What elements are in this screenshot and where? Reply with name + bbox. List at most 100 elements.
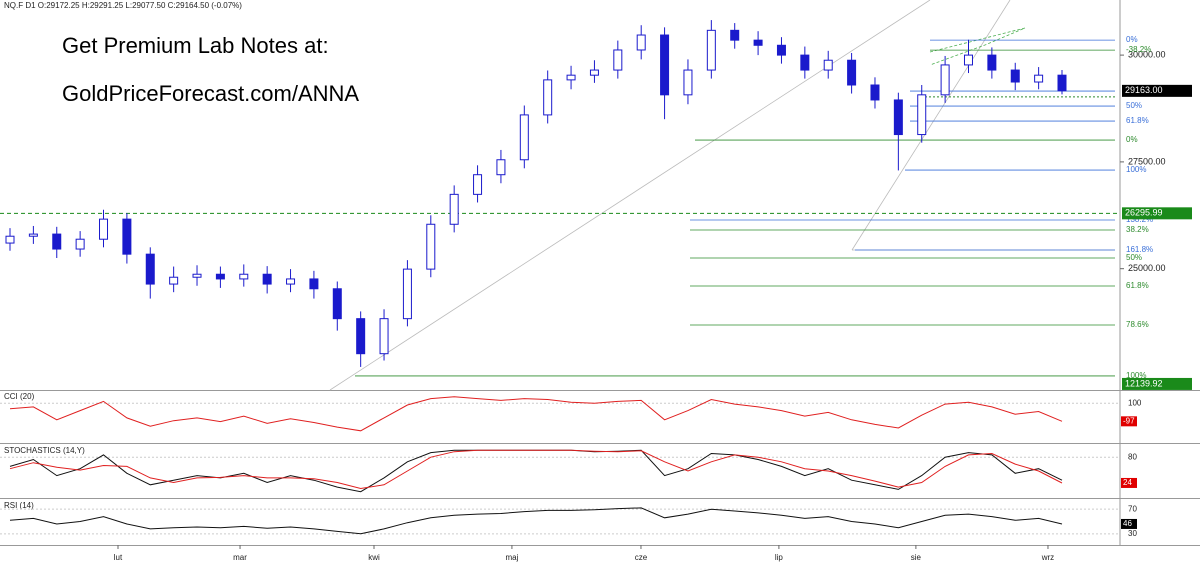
y-tick-label: 30 bbox=[1128, 529, 1137, 538]
candle-body bbox=[963, 54, 973, 66]
candle-body bbox=[1057, 74, 1067, 92]
x-tick-label: cze bbox=[635, 553, 648, 562]
candle-body bbox=[730, 29, 740, 41]
panel-title: STOCHASTICS (14,Y) bbox=[4, 446, 85, 455]
y-tick-label: 30000.00 bbox=[1128, 49, 1166, 59]
candle-body bbox=[847, 59, 857, 86]
candle-body bbox=[426, 223, 436, 270]
candle-body bbox=[1010, 69, 1020, 83]
candle-body bbox=[753, 39, 763, 46]
candle-body bbox=[402, 268, 412, 320]
y-tick-label: 70 bbox=[1128, 504, 1137, 513]
value-tag-label: -97 bbox=[1123, 416, 1135, 425]
y-tick-label: 80 bbox=[1128, 452, 1137, 461]
fib-label: 61.8% bbox=[1126, 116, 1149, 125]
candle-body bbox=[5, 235, 15, 244]
candle-body bbox=[449, 193, 459, 225]
fib-label: 38.2% bbox=[1126, 225, 1149, 234]
y-tick-label: 27500.00 bbox=[1128, 156, 1166, 166]
candle-body bbox=[496, 159, 506, 176]
header: NQ.F D1 O:29172.25 H:29291.25 L:29077.50… bbox=[4, 1, 242, 10]
candle-body bbox=[519, 114, 529, 161]
plot: 25000.00 27500.00 30000.00 lut mar kwi maj cze l… bbox=[0, 20, 1192, 562]
candle-body bbox=[332, 288, 342, 320]
fib-label: 50% bbox=[1126, 253, 1142, 262]
price-tag bbox=[1122, 377, 1192, 390]
candle-body bbox=[356, 318, 366, 355]
candle-body bbox=[52, 233, 62, 250]
candle-body bbox=[776, 44, 786, 56]
candle-body bbox=[122, 218, 132, 255]
indicator-line bbox=[9, 507, 1063, 535]
indicator-line bbox=[9, 396, 1063, 432]
value-tag-label: 24 bbox=[1123, 478, 1132, 487]
fib-label: 50% bbox=[1126, 101, 1142, 110]
triangle-pattern bbox=[929, 27, 1026, 66]
price-tag-label: 12139.92 bbox=[1125, 378, 1163, 388]
candle-body bbox=[286, 278, 296, 285]
x-tick-label: sie bbox=[911, 553, 922, 562]
candle-body bbox=[473, 174, 483, 195]
trendline bbox=[851, 0, 1011, 251]
candle-body bbox=[75, 238, 85, 250]
candle-body bbox=[987, 54, 997, 71]
candle-body bbox=[660, 34, 670, 96]
fib-label: 161.8% bbox=[1126, 245, 1153, 254]
promo-text: Get Premium Lab Notes at: bbox=[62, 33, 329, 58]
candle-body bbox=[566, 74, 576, 81]
promo-text: GoldPriceForecast.com/ANNA bbox=[62, 81, 359, 106]
fib-label: 100% bbox=[1126, 165, 1146, 174]
fib-label: 138.2% bbox=[1126, 215, 1153, 224]
candle-body bbox=[145, 253, 155, 285]
candle-body bbox=[917, 94, 927, 136]
price-tag bbox=[1122, 207, 1192, 220]
fib-label: 61.8% bbox=[1126, 281, 1149, 290]
fib-label: 0% bbox=[1126, 35, 1138, 44]
candle-body bbox=[940, 64, 950, 96]
candle-body bbox=[613, 49, 623, 71]
value-tag bbox=[1121, 518, 1137, 529]
candle-body bbox=[28, 233, 38, 237]
fib-label: 78.6% bbox=[1126, 320, 1149, 329]
price-tag bbox=[1122, 84, 1192, 97]
candle-body bbox=[169, 276, 179, 285]
candle-body bbox=[543, 79, 553, 116]
y-tick-label: 25000.00 bbox=[1128, 263, 1166, 273]
x-tick-label: mar bbox=[233, 553, 247, 562]
value-tag bbox=[1121, 477, 1137, 488]
value-tag bbox=[1121, 416, 1137, 427]
x-tick-label: maj bbox=[505, 553, 518, 562]
panel-title: RSI (14) bbox=[4, 501, 34, 510]
candle-body bbox=[239, 273, 249, 280]
candle-body bbox=[99, 218, 109, 240]
x-tick-label: wrz bbox=[1041, 553, 1054, 562]
indicator-line bbox=[9, 449, 1063, 490]
candle-body bbox=[215, 273, 225, 280]
value-tag-label: 46 bbox=[1123, 519, 1132, 528]
frame bbox=[0, 0, 1200, 546]
candle-body bbox=[870, 84, 880, 101]
candle-body bbox=[1034, 74, 1044, 83]
candle-body bbox=[192, 273, 202, 278]
candle-body bbox=[683, 69, 693, 96]
candle-body bbox=[636, 34, 646, 51]
candle-body bbox=[706, 29, 716, 71]
x-tick-label: lut bbox=[114, 553, 123, 562]
price-tag-label: 29163.00 bbox=[1125, 85, 1163, 95]
candle-body bbox=[262, 273, 272, 285]
candle-body bbox=[823, 59, 833, 71]
panel-title: CCI (20) bbox=[4, 392, 35, 401]
fib-label: 0% bbox=[1126, 135, 1138, 144]
fib-label: 100% bbox=[1126, 371, 1146, 380]
candle-body bbox=[379, 318, 389, 355]
candle-body bbox=[589, 69, 599, 76]
candle-body bbox=[893, 99, 903, 136]
price-tag-label: 26295.99 bbox=[1125, 208, 1163, 218]
fib-label: -38.2% bbox=[1126, 45, 1151, 54]
y-tick-label: 100 bbox=[1128, 398, 1142, 407]
candle-body bbox=[800, 54, 810, 71]
x-tick-label: lip bbox=[775, 553, 784, 562]
x-tick-label: kwi bbox=[368, 553, 380, 562]
